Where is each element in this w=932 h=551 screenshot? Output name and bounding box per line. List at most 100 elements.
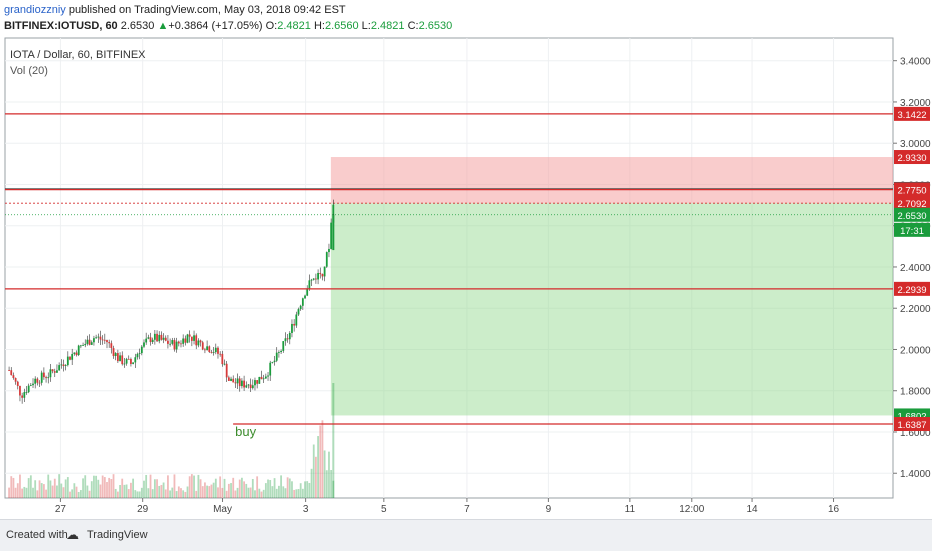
candle-body	[86, 339, 89, 344]
volume-bar	[249, 487, 252, 498]
volume-bar	[195, 490, 198, 498]
candle-body	[328, 248, 330, 253]
volume-bar	[219, 476, 222, 498]
volume-bar	[42, 484, 45, 498]
volume-bar	[158, 485, 161, 498]
volume-bar	[325, 470, 328, 498]
volume-bar	[186, 486, 189, 498]
volume-bar	[64, 479, 67, 498]
candle-body	[116, 353, 119, 362]
volume-bar	[16, 483, 19, 498]
quote-line: BITFINEX:IOTUSD, 60 2.6530 ▲+0.3864 (+17…	[4, 20, 452, 32]
volume-bar	[123, 484, 126, 498]
chart-title: IOTA / Dollar, 60, BITFINEX	[10, 49, 146, 61]
candle-body	[156, 333, 158, 342]
volume-bar	[295, 489, 298, 498]
volume-bar	[149, 474, 152, 498]
candle-body	[210, 352, 213, 353]
volume-bar	[49, 480, 52, 498]
volume-bar	[304, 481, 306, 498]
last-price: 2.6530	[120, 20, 155, 32]
volume-bar	[145, 474, 148, 498]
price-chart[interactable]: 1.40001.60001.80002.00002.20002.40002.60…	[0, 0, 932, 519]
open-label: O:	[265, 20, 278, 32]
candle-body	[193, 335, 195, 341]
y-tick-label: 1.6000	[900, 428, 931, 439]
volume-bar	[77, 491, 80, 498]
candle-body	[236, 378, 239, 384]
volume-bar	[208, 486, 211, 498]
volume-bar	[332, 383, 335, 498]
price-tag	[894, 150, 930, 165]
candle-body	[278, 352, 280, 353]
volume-bar	[212, 482, 215, 498]
candle-body	[258, 376, 261, 384]
candle-body	[186, 334, 189, 343]
volume-bar	[58, 474, 61, 498]
candle-body	[267, 375, 269, 377]
candle-body	[275, 352, 278, 361]
candle-body	[241, 380, 243, 387]
time-axis[interactable]: 27 29 May 3 5 7 9 11 12:00 14 16	[55, 498, 840, 515]
high-label: H:	[313, 20, 325, 32]
candle-body	[167, 340, 169, 344]
candle-body	[212, 352, 215, 353]
candle-body	[10, 370, 13, 376]
volume-bar	[93, 475, 95, 498]
volume-legend: Vol (20)	[10, 65, 48, 77]
volume-bar	[221, 487, 224, 498]
volume-bar	[264, 483, 267, 498]
volume-bar	[225, 490, 228, 498]
volume-bar	[130, 482, 132, 498]
volume-bar	[230, 483, 232, 498]
volume-bar	[103, 477, 106, 498]
volume-bar	[206, 485, 209, 498]
price-tag	[894, 182, 930, 197]
candle-body	[101, 339, 104, 341]
y-tick-label: 1.4000	[900, 469, 931, 480]
candle-body	[71, 354, 74, 360]
candle-body	[260, 376, 263, 380]
candle-body	[223, 363, 226, 365]
volume-bar	[156, 479, 158, 498]
volume-bar	[143, 480, 145, 498]
volume-bar	[180, 488, 182, 498]
candle-body	[184, 338, 187, 343]
horizontal-lines[interactable]	[5, 113, 893, 425]
volume-bar	[258, 488, 261, 498]
price-tag-text: 1.6802	[897, 411, 926, 422]
symbol-label: BITFINEX:IOTUSD, 60	[4, 20, 118, 32]
candle-body	[280, 350, 282, 353]
volume-bar	[21, 488, 24, 498]
volume-bar	[278, 485, 280, 498]
volume-bar	[10, 476, 13, 498]
volume-bar	[197, 474, 200, 498]
position-tool[interactable]	[5, 157, 893, 416]
x-tick-label: 29	[137, 504, 149, 515]
volume-bar	[151, 489, 154, 498]
volume-bar	[29, 475, 32, 498]
tradingview-link[interactable]: TradingView	[87, 529, 148, 541]
price-tag	[894, 106, 930, 121]
volume-bar	[284, 488, 287, 498]
price-tag	[894, 281, 930, 296]
candle-body	[214, 347, 217, 353]
price-change: +0.3864 (+17.05%)	[168, 20, 263, 32]
candle-body	[269, 362, 272, 376]
candle-body	[136, 353, 139, 358]
candle-body	[12, 375, 15, 379]
candle-body	[53, 371, 56, 373]
price-tag	[894, 222, 930, 237]
volume-bar	[217, 487, 219, 498]
volume-bar	[288, 478, 291, 498]
volume-bar	[317, 436, 319, 498]
volume-bar	[223, 478, 226, 498]
candle-body	[79, 345, 82, 347]
tradingview-cloud-icon[interactable]: ☁	[66, 527, 79, 542]
x-tick-label: 7	[464, 504, 470, 515]
candle-body	[19, 385, 21, 396]
author-link[interactable]: grandiozzniy	[4, 4, 66, 16]
volume-bar	[116, 491, 119, 498]
volume-bar	[138, 491, 141, 498]
candle-body	[332, 214, 335, 251]
